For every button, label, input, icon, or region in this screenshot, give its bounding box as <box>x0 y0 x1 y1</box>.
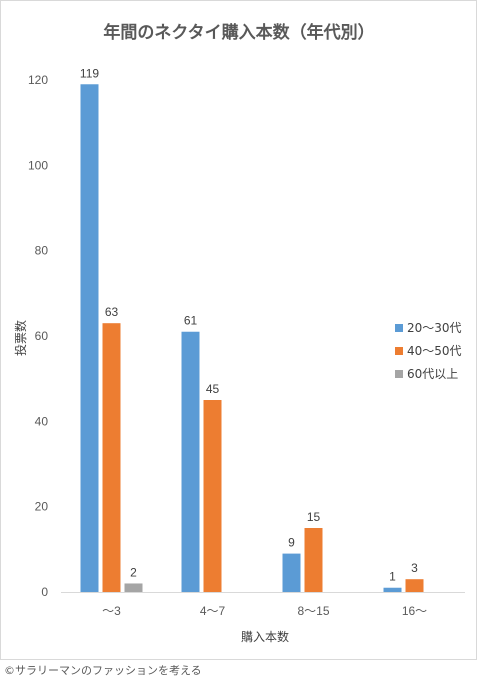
bar <box>102 323 121 592</box>
x-tick-label: 8〜15 <box>297 604 329 618</box>
data-label: 3 <box>411 561 418 575</box>
bar <box>282 553 301 592</box>
bar <box>304 528 323 592</box>
legend-swatch <box>395 347 403 355</box>
bar <box>405 579 424 592</box>
bar <box>203 400 222 592</box>
x-tick-label: 4〜7 <box>200 604 226 618</box>
legend-label: 20〜30代 <box>407 321 462 335</box>
data-label: 45 <box>206 382 220 396</box>
y-tick-label: 20 <box>35 500 49 514</box>
y-tick-label: 40 <box>35 414 49 428</box>
y-axis-label: 投票数 <box>13 320 28 356</box>
data-label: 9 <box>288 536 295 550</box>
y-tick-label: 0 <box>41 585 48 599</box>
credit-text: ©サラリーマンのファッションを考える <box>4 664 202 677</box>
x-tick-label: 16〜 <box>402 604 427 618</box>
legend-label: 60代以上 <box>407 367 458 381</box>
y-tick-label: 120 <box>28 73 48 87</box>
y-tick-label: 60 <box>35 329 49 343</box>
bar <box>124 583 143 592</box>
x-axis-ticks: 〜3 4〜7 8〜15 16〜 <box>102 604 427 618</box>
legend-swatch <box>395 324 403 332</box>
bar-series <box>80 84 424 593</box>
legend-swatch <box>395 370 403 378</box>
data-label: 1 <box>389 570 396 584</box>
x-axis-label: 購入本数 <box>241 629 289 644</box>
chart-frame: 年間のネクタイ購入本数（年代別） 投票数 購入本数 0 20 40 60 80 100 12… <box>0 0 477 660</box>
legend-label: 40〜50代 <box>407 344 462 358</box>
data-label: 15 <box>307 510 321 524</box>
y-tick-label: 80 <box>35 244 49 258</box>
x-tick-label: 〜3 <box>102 604 121 618</box>
bar <box>383 587 402 592</box>
y-tick-label: 100 <box>28 158 48 172</box>
legend: 20〜30代 40〜50代 60代以上 <box>395 321 462 381</box>
bar-chart: 年間のネクタイ購入本数（年代別） 投票数 購入本数 02040608010012… <box>13 22 465 644</box>
data-label: 61 <box>184 314 198 328</box>
data-label: 2 <box>130 565 137 579</box>
bar <box>80 84 99 593</box>
bar <box>181 331 200 592</box>
data-labels: 119 63 2 61 45 9 15 1 3 <box>80 66 418 583</box>
y-axis-ticks: 0 20 40 60 80 100 120 <box>28 73 48 599</box>
data-label: 63 <box>105 305 119 319</box>
chart-title: 年間のネクタイ購入本数（年代別） <box>103 22 374 43</box>
data-label: 119 <box>80 66 99 80</box>
